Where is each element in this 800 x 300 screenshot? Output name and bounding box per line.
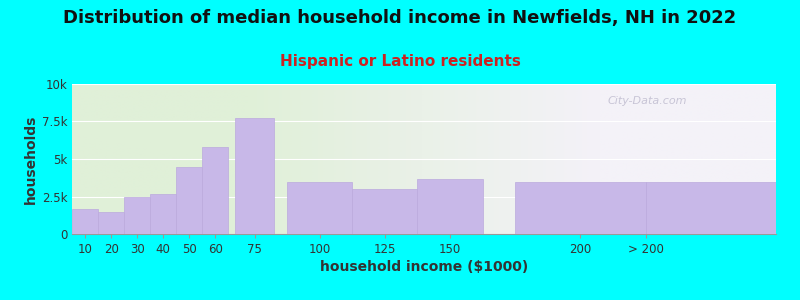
Text: Distribution of median household income in Newfields, NH in 2022: Distribution of median household income … — [63, 9, 737, 27]
Bar — [150, 194, 176, 234]
Bar — [646, 182, 776, 234]
Y-axis label: households: households — [23, 114, 38, 204]
Bar — [176, 167, 202, 234]
Text: Hispanic or Latino residents: Hispanic or Latino residents — [279, 54, 521, 69]
Bar — [418, 178, 482, 234]
Text: City-Data.com: City-Data.com — [607, 96, 686, 106]
X-axis label: household income ($1000): household income ($1000) — [320, 260, 528, 274]
Bar — [235, 118, 274, 234]
Bar — [98, 212, 124, 234]
Bar — [287, 182, 352, 234]
Bar — [72, 208, 98, 234]
Bar — [124, 196, 150, 234]
Bar — [352, 189, 418, 234]
Bar — [515, 182, 646, 234]
Bar — [202, 147, 229, 234]
